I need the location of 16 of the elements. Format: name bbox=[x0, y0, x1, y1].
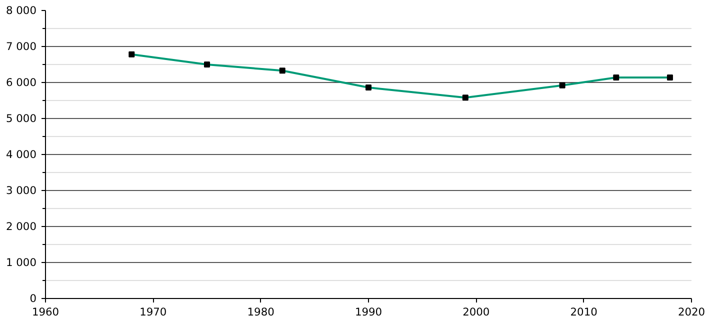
x-tick-label: 2000 bbox=[462, 306, 490, 318]
y-tick-label: 7 000 bbox=[6, 40, 37, 53]
y-tick-label: 5 000 bbox=[6, 112, 37, 125]
y-tick-label: 0 bbox=[30, 292, 37, 305]
x-tick-label: 1980 bbox=[247, 306, 275, 318]
x-tick-label: 1970 bbox=[140, 306, 167, 318]
y-tick-label: 3 000 bbox=[6, 184, 37, 197]
x-tick-label: 1960 bbox=[32, 306, 60, 318]
y-tick-label: 1 000 bbox=[6, 256, 37, 269]
x-tick-label: 1990 bbox=[354, 306, 382, 318]
x-tick-label: 2010 bbox=[570, 306, 598, 318]
y-tick-label: 2 000 bbox=[6, 220, 37, 233]
y-tick-label: 6 000 bbox=[6, 76, 37, 89]
x-tick-label: 2020 bbox=[678, 306, 706, 318]
y-tick-label: 4 000 bbox=[6, 148, 37, 161]
y-tick-label: 8 000 bbox=[6, 4, 37, 17]
